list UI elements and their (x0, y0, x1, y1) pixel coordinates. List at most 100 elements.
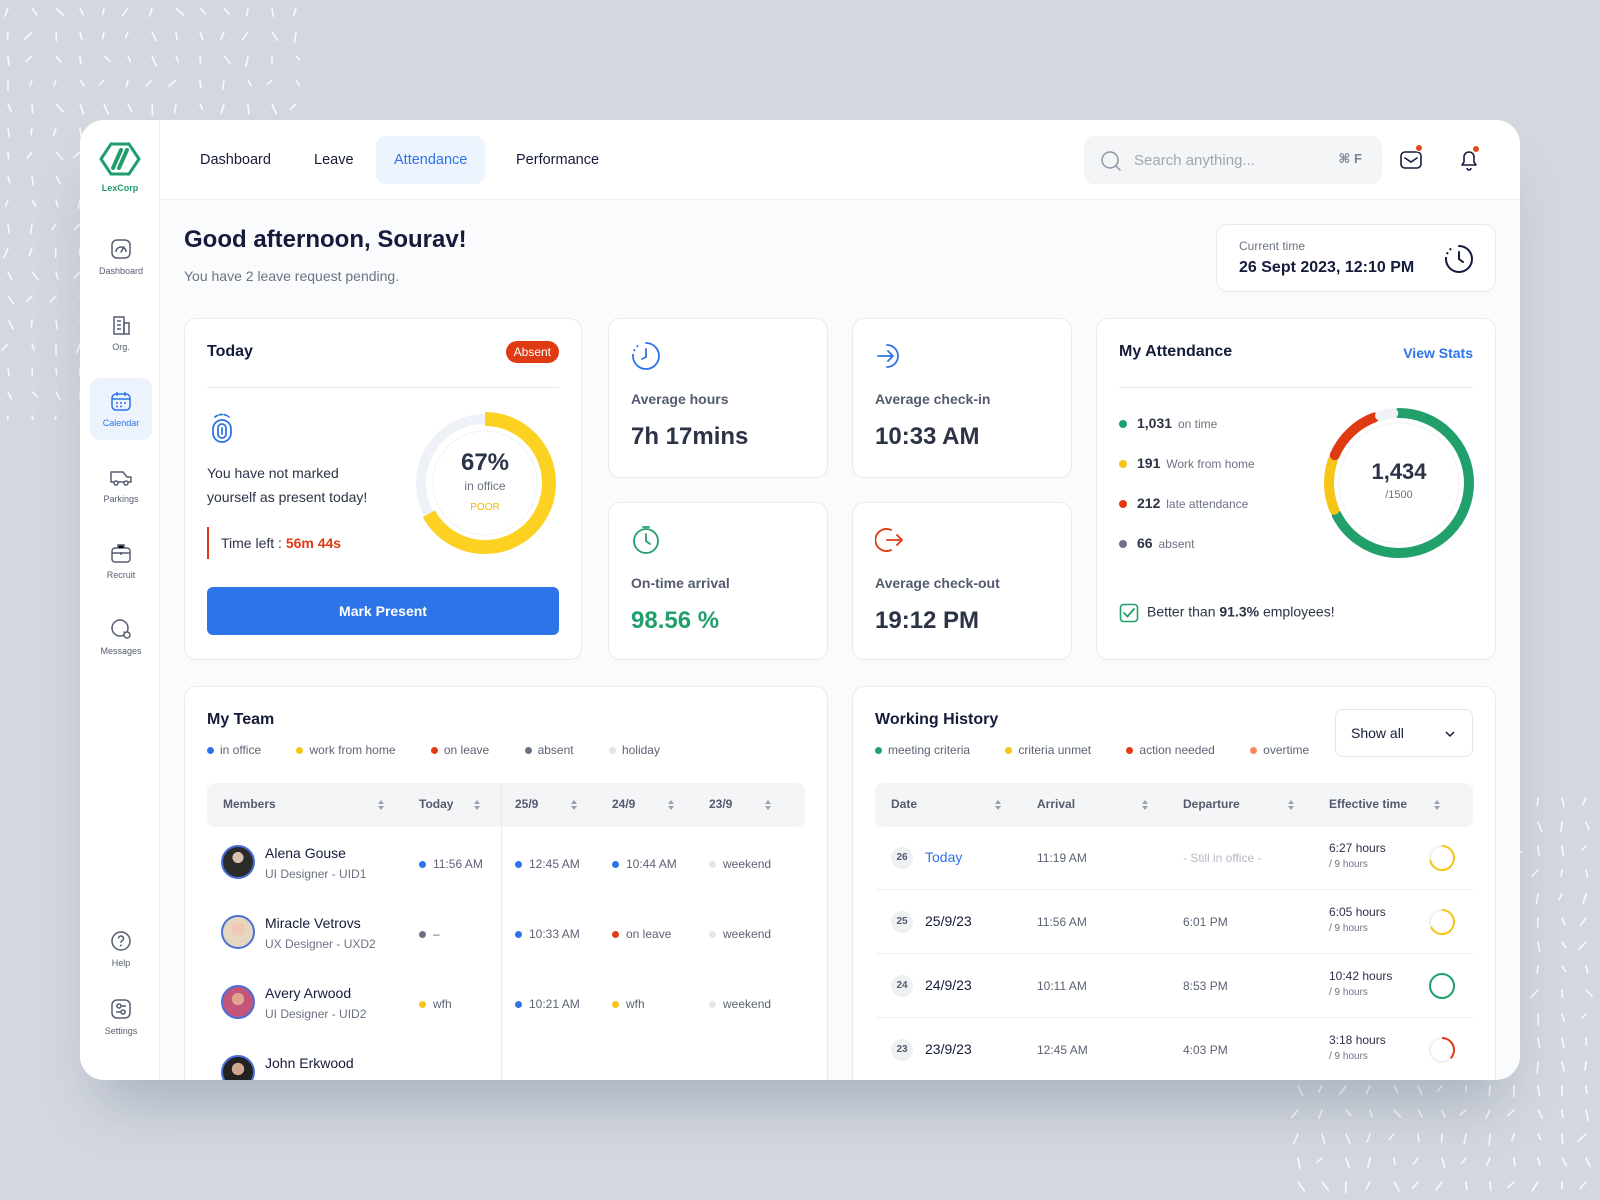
time-left: Time left : 56m 44s (207, 527, 341, 559)
decorative-dash (271, 103, 277, 115)
decorative-dash (1365, 1181, 1371, 1190)
decorative-dash (1561, 1061, 1566, 1072)
decorative-dash (1585, 869, 1589, 879)
legend-label: holiday (621, 743, 660, 757)
table-row[interactable]: Miracle Vetrovs UX Designer - UXD2 – 10:… (207, 899, 805, 969)
column-header-arrival[interactable]: Arrival (1037, 797, 1076, 811)
decorative-dash (1536, 797, 1539, 807)
decorative-dash (98, 79, 105, 86)
brand-logo[interactable]: LexCorp (80, 142, 160, 193)
notifications-button[interactable] (1454, 144, 1486, 176)
attendance-row-wfh: 191 Work from home (1119, 455, 1255, 471)
column-header-members[interactable]: Members (223, 797, 276, 811)
attendance-count: 212 (1137, 495, 1161, 511)
sidebar-item-label: Messages (100, 646, 142, 656)
avatar (221, 985, 255, 1019)
column-header-24-9[interactable]: 24/9 (612, 797, 636, 811)
decorative-dash (1536, 1061, 1539, 1074)
decorative-dash (1411, 1181, 1419, 1190)
row-departure: 6:01 PM (1183, 915, 1228, 929)
tab-performance[interactable]: Performance (516, 152, 600, 168)
decorative-dash (55, 55, 62, 64)
sidebar-item-recruit[interactable]: Recruit (90, 530, 152, 592)
column-header-today[interactable]: Today (419, 797, 454, 811)
decorative-dash (1535, 893, 1539, 905)
table-row[interactable]: 26 Today 11:19 AM - Still in office - 6:… (875, 827, 1473, 890)
sidebar-item-calendar[interactable]: Calendar (90, 378, 152, 440)
decorative-dash (1393, 1085, 1399, 1094)
view-stats-link[interactable]: View Stats (1403, 345, 1473, 361)
decorative-dash (1292, 1133, 1299, 1145)
decorative-dash (25, 55, 33, 62)
column-header-departure[interactable]: Departure (1183, 797, 1240, 811)
decorative-dash (220, 31, 225, 41)
sort-icon[interactable] (473, 799, 481, 811)
decorative-dash (245, 55, 249, 67)
cell-today: 11:56 AM (419, 857, 483, 871)
notification-dot (1415, 144, 1423, 152)
mail-button[interactable] (1396, 144, 1428, 176)
sort-icon[interactable] (1141, 799, 1149, 811)
status-dot (515, 861, 522, 869)
cell-value: 10:21 AM (529, 997, 580, 1011)
check-out-icon (875, 528, 903, 552)
column-header-23-9[interactable]: 23/9 (709, 797, 733, 811)
column-header-date[interactable]: Date (891, 797, 918, 811)
row-target-time: / 9 hours (1329, 1051, 1368, 1062)
checkbox-checked-icon (1119, 603, 1139, 623)
decorative-dash (1580, 1013, 1587, 1020)
chat-icon (111, 619, 131, 639)
row-date: 25/9/23 (925, 913, 972, 929)
effective-time-progress (1429, 973, 1455, 999)
table-row[interactable]: Avery Arwood UI Designer - UID2 wfh 10:2… (207, 969, 805, 1039)
table-row[interactable]: John Erkwood (207, 1039, 805, 1080)
tab-dashboard[interactable]: Dashboard (200, 152, 271, 168)
table-row[interactable]: 23 23/9/23 12:45 AM 4:03 PM 3:18 hours /… (875, 1019, 1473, 1080)
search-input[interactable] (1134, 149, 1314, 171)
effective-time-progress (1429, 845, 1455, 871)
member-name: Miracle Vetrovs (265, 915, 361, 931)
decorative-dash (1459, 1109, 1467, 1116)
column-divider (501, 783, 502, 1080)
decorative-dash (1417, 1085, 1423, 1096)
decorative-dash (295, 79, 300, 87)
decorative-dash (148, 7, 153, 17)
sort-icon[interactable] (667, 799, 675, 811)
decorative-dash (1417, 1133, 1420, 1143)
sidebar-item-settings[interactable]: Settings (90, 986, 152, 1048)
sort-icon[interactable] (570, 799, 578, 811)
decorative-dash (1585, 821, 1590, 831)
decorative-dash (79, 55, 82, 65)
column-header-25-9[interactable]: 25/9 (515, 797, 539, 811)
bell-icon (1461, 151, 1477, 171)
sidebar-item-org[interactable]: Org. (90, 302, 152, 364)
sort-icon[interactable] (764, 799, 772, 811)
decorative-dash (1338, 1085, 1347, 1096)
decorative-dash (151, 103, 154, 116)
cell-value: 11:56 AM (433, 857, 483, 871)
filter-select[interactable]: Show all (1335, 709, 1473, 757)
my-team-card: My Team in office work from home on leav… (184, 686, 828, 1080)
column-header-effective-time[interactable]: Effective time (1329, 797, 1408, 811)
sidebar-item-dashboard[interactable]: Dashboard (90, 226, 152, 288)
decorative-dash (1561, 989, 1564, 999)
table-row[interactable]: 24 24/9/23 10:11 AM 8:53 PM 10:42 hours … (875, 955, 1473, 1018)
tab-attendance[interactable]: Attendance (376, 136, 486, 184)
sidebar-item-parkings[interactable]: Parkings (90, 454, 152, 516)
decorative-dash (1585, 989, 1593, 998)
sort-icon[interactable] (377, 799, 385, 811)
sidebar-item-help[interactable]: Help (90, 918, 152, 980)
sort-icon[interactable] (1433, 799, 1441, 811)
tab-leave[interactable]: Leave (314, 152, 354, 168)
decorative-dash (1345, 1157, 1351, 1169)
decorative-dash (1561, 941, 1567, 949)
decorative-dash (1537, 1157, 1541, 1166)
decorative-dash (1388, 1133, 1395, 1140)
ring-inner (432, 430, 538, 536)
mark-present-button[interactable]: Mark Present (207, 587, 559, 635)
table-row[interactable]: 25 25/9/23 11:56 AM 6:01 PM 6:05 hours /… (875, 891, 1473, 954)
sort-icon[interactable] (994, 799, 1002, 811)
table-row[interactable]: Alena Gouse UI Designer - UID1 11:56 AM … (207, 829, 805, 899)
sort-icon[interactable] (1287, 799, 1295, 811)
sidebar-item-messages[interactable]: Messages (90, 606, 152, 668)
